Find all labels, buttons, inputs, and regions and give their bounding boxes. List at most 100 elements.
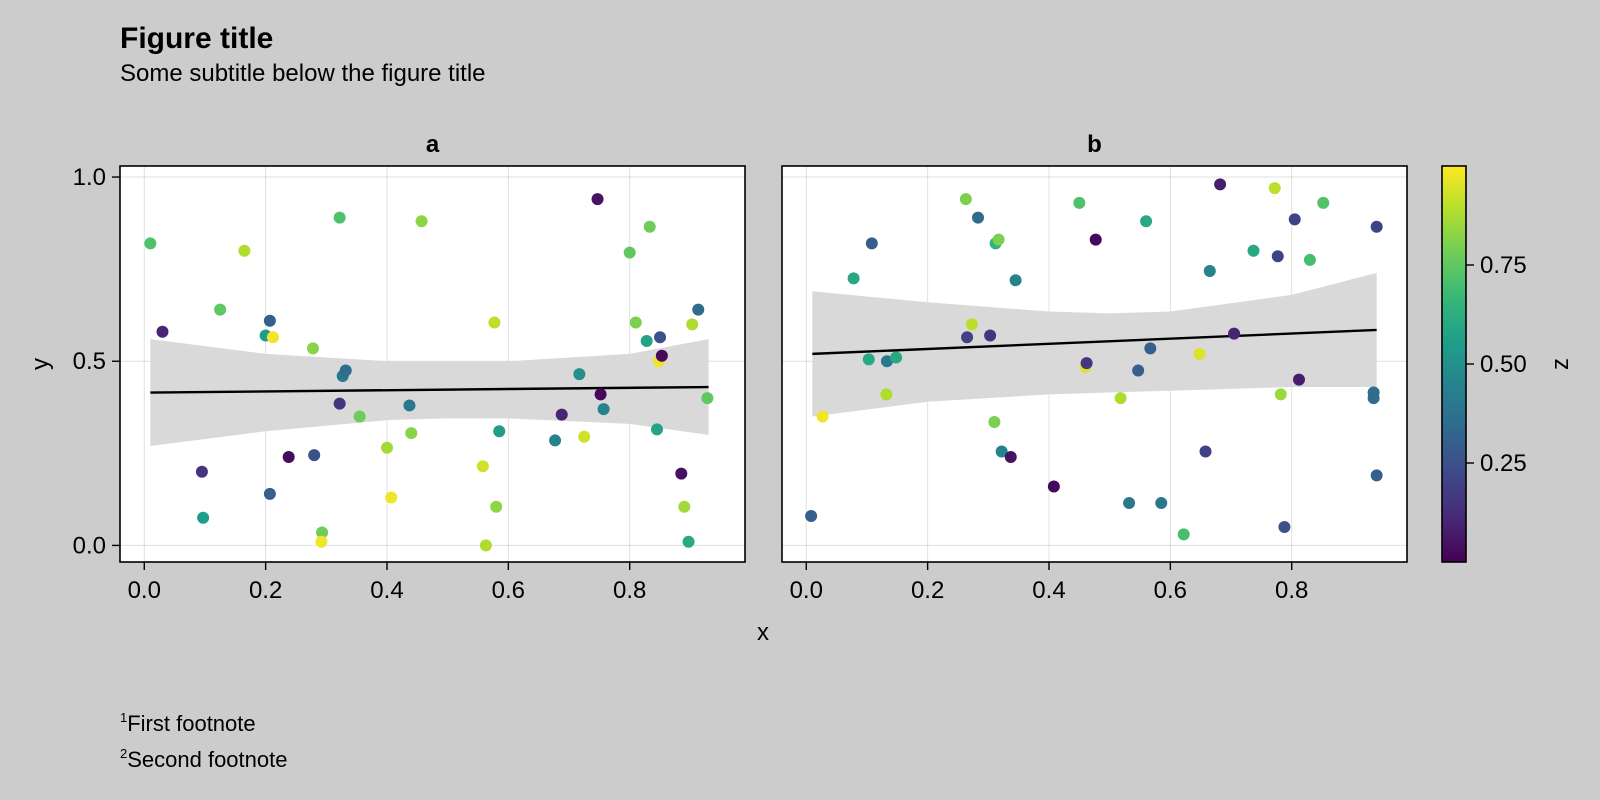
data-point <box>282 451 295 464</box>
data-point <box>488 316 501 329</box>
data-point <box>1228 327 1241 340</box>
data-point <box>1089 233 1102 246</box>
data-point <box>692 303 705 316</box>
data-point <box>1144 342 1157 355</box>
data-point <box>1271 250 1284 263</box>
x-axis-label: x <box>757 619 769 646</box>
data-point <box>214 303 227 316</box>
data-point <box>493 425 506 438</box>
footnote-1-text: First footnote <box>127 711 256 736</box>
data-point <box>682 535 695 548</box>
x-tick-label: 0.0 <box>128 577 161 604</box>
data-point <box>862 353 875 366</box>
data-point <box>266 331 279 344</box>
data-point <box>549 434 562 447</box>
data-point <box>1004 451 1017 464</box>
figure-subtitle: Some subtitle below the figure title <box>120 60 486 87</box>
data-point <box>1292 373 1305 386</box>
data-point <box>594 388 607 401</box>
footnote-2: 2Second footnote <box>120 739 287 775</box>
data-point <box>1047 480 1060 493</box>
data-point <box>578 430 591 443</box>
x-tick-label: 0.0 <box>790 577 823 604</box>
data-point <box>555 408 568 421</box>
data-point <box>1199 445 1212 458</box>
x-tick-label: 0.6 <box>492 577 525 604</box>
data-point <box>988 416 1001 429</box>
data-point <box>1370 469 1383 482</box>
data-point <box>1317 196 1330 209</box>
data-point <box>403 399 416 412</box>
data-point <box>847 272 860 285</box>
data-point <box>655 349 668 362</box>
colorbar-tick-label: 0.25 <box>1480 450 1527 477</box>
footnote-2-text: Second footnote <box>127 747 288 772</box>
colorbar-label: z <box>1547 358 1574 370</box>
data-point <box>144 237 157 250</box>
data-point <box>1203 264 1216 277</box>
y-tick-label: 1.0 <box>73 164 106 191</box>
data-point <box>1132 364 1145 377</box>
confidence-band <box>812 272 1377 417</box>
data-point <box>805 509 818 522</box>
data-point <box>1278 521 1291 534</box>
data-point <box>1155 497 1168 510</box>
data-point <box>640 334 653 347</box>
y-tick-label: 0.5 <box>73 348 106 375</box>
data-point <box>333 397 346 410</box>
data-point <box>643 220 656 233</box>
data-point <box>479 539 492 552</box>
data-point <box>678 500 691 513</box>
plot-frame <box>119 165 746 563</box>
x-tick-label: 0.4 <box>1032 577 1065 604</box>
data-point <box>573 368 586 381</box>
data-point <box>992 233 1005 246</box>
x-tick-label: 0.8 <box>1275 577 1308 604</box>
data-point <box>1080 357 1093 370</box>
data-point <box>675 467 688 480</box>
plot-frame <box>781 165 1408 563</box>
figure-title: Figure title <box>120 22 274 55</box>
colorbar: 0.25 0.50 0.75 z <box>1441 165 1574 563</box>
y-tick-label: 0.0 <box>73 532 106 559</box>
fit-line <box>150 385 709 394</box>
data-point <box>961 331 974 344</box>
data-point <box>316 526 329 539</box>
data-point <box>1303 253 1316 266</box>
data-point <box>476 460 489 473</box>
data-point <box>339 364 352 377</box>
colorbar-gradient <box>1441 165 1467 563</box>
data-point <box>984 329 997 342</box>
data-point <box>865 237 878 250</box>
data-point <box>380 441 393 454</box>
footnote-2-marker: 2 <box>120 746 128 761</box>
data-point <box>880 355 893 368</box>
data-point <box>1073 196 1086 209</box>
data-point <box>890 351 903 364</box>
data-point <box>654 331 667 344</box>
data-point <box>1247 244 1260 257</box>
panel-title-b: b <box>1087 131 1102 158</box>
data-point <box>651 423 664 436</box>
data-point <box>1123 497 1136 510</box>
panel-a: a 0.0 0.2 0.4 0.6 0.8 0.0 0.5 1.0 y <box>27 131 746 604</box>
data-point <box>591 193 604 206</box>
data-point <box>597 403 610 416</box>
data-point <box>385 491 398 504</box>
data-point <box>353 410 366 423</box>
confidence-band <box>150 339 709 446</box>
data-point <box>1177 528 1190 541</box>
x-tick-label: 0.8 <box>613 577 646 604</box>
data-point <box>1288 213 1301 226</box>
data-point <box>195 465 208 478</box>
data-point <box>415 215 428 228</box>
data-point <box>263 314 276 327</box>
data-point <box>701 392 714 405</box>
data-point <box>623 246 636 259</box>
x-tick-label: 0.4 <box>370 577 403 604</box>
data-point <box>1193 347 1206 360</box>
data-point <box>306 342 319 355</box>
x-tick-label: 0.2 <box>249 577 282 604</box>
